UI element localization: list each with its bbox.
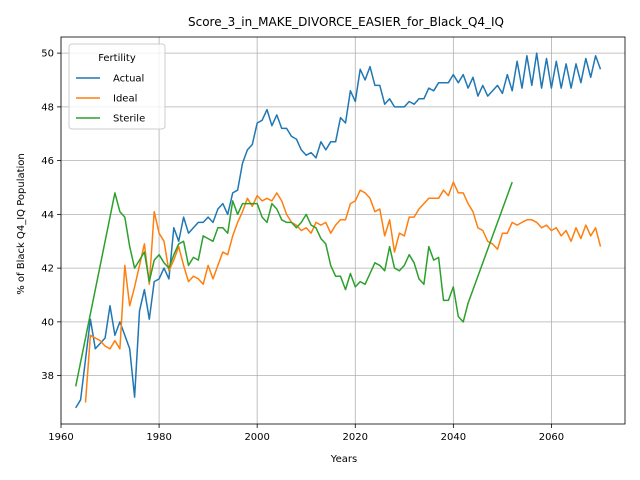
plot-frame bbox=[60, 36, 626, 425]
y-axis-label: % of Black Q4_IQ Population bbox=[16, 153, 27, 295]
x-tick-label: 2020 bbox=[343, 432, 368, 443]
y-tick-label: 42 bbox=[41, 264, 54, 275]
y-tick-label: 40 bbox=[41, 317, 54, 328]
legend-box bbox=[68, 43, 166, 130]
legend-label-actual: Actual bbox=[113, 74, 144, 85]
legend-label-sterile: Sterile bbox=[113, 114, 145, 125]
x-tick-label: 1980 bbox=[146, 432, 171, 443]
legend: Fertility Actual Ideal Sterile bbox=[68, 43, 166, 130]
series-line-sterile bbox=[74, 181, 513, 387]
y-tick-label: 50 bbox=[41, 49, 54, 60]
legend-label-ideal: Ideal bbox=[113, 94, 137, 105]
series-line-actual bbox=[75, 52, 602, 409]
legend-entries: Actual Ideal Sterile bbox=[76, 74, 145, 125]
series-lines bbox=[74, 52, 602, 409]
x-tick-label: 2060 bbox=[539, 432, 564, 443]
y-tick-label: 44 bbox=[41, 210, 54, 221]
x-axis-label: Years bbox=[330, 454, 357, 465]
x-tick-label: 2040 bbox=[441, 432, 466, 443]
y-tick-label: 38 bbox=[41, 371, 54, 382]
series-line-ideal bbox=[84, 181, 602, 403]
chart-title: Score_3_in_MAKE_DIVORCE_EASIER_for_Black… bbox=[188, 15, 504, 29]
axis-ticks: 1960 1980 2000 2020 2040 2060 38 40 42 44 46 48 50 bbox=[41, 49, 564, 443]
x-tick-label: 2000 bbox=[244, 432, 269, 443]
y-tick-label: 46 bbox=[41, 156, 54, 167]
x-tick-label: 1960 bbox=[48, 432, 73, 443]
legend-title: Fertility bbox=[98, 53, 136, 64]
y-tick-label: 48 bbox=[41, 102, 54, 113]
